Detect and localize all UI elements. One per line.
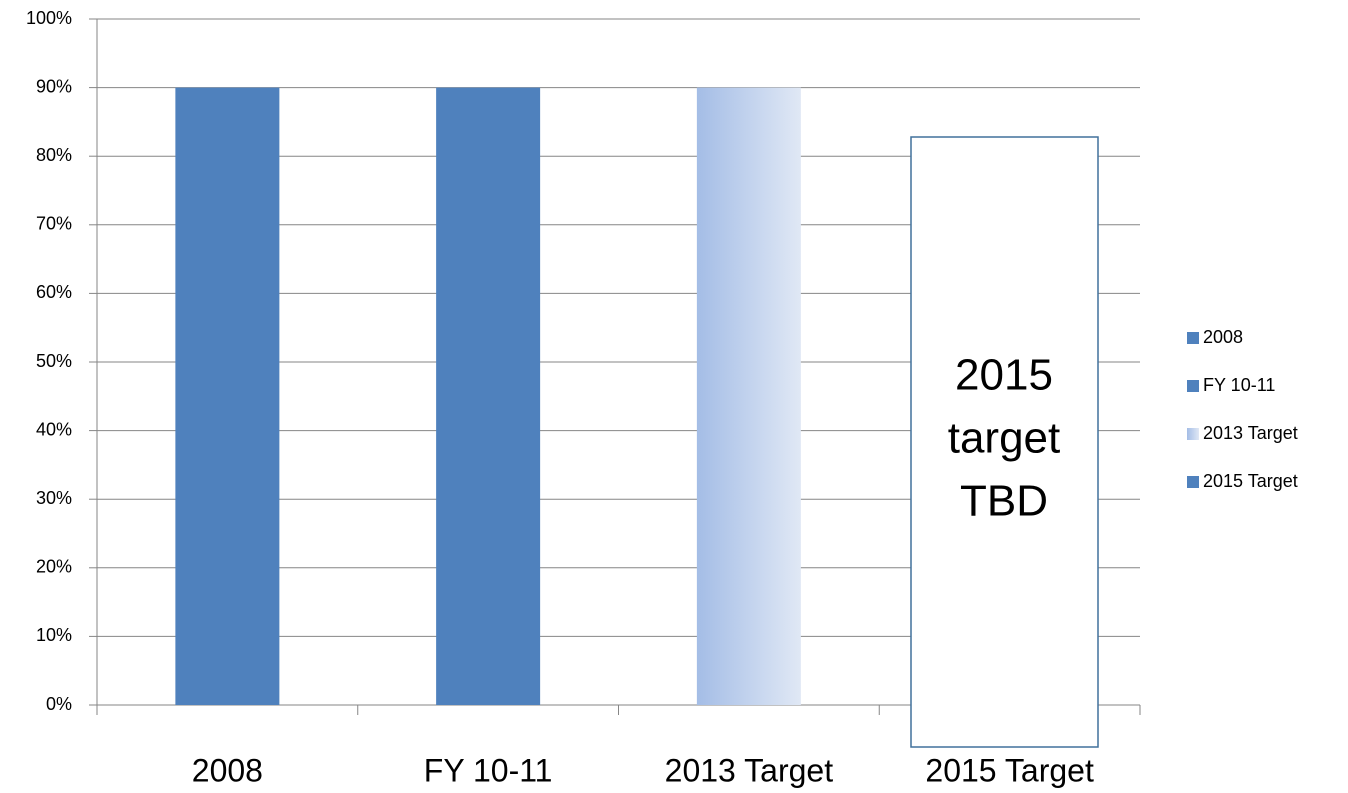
x-tick-label: FY 10-11	[424, 752, 553, 788]
legend-swatch	[1187, 428, 1199, 440]
y-tick-label: 0%	[46, 694, 72, 714]
x-tick-label: 2013 Target	[665, 752, 834, 788]
bar	[175, 87, 280, 706]
annotation-text: TBD	[960, 477, 1048, 526]
y-tick-label: 60%	[36, 282, 72, 302]
legend-swatch	[1187, 380, 1199, 392]
y-tick-label: 70%	[36, 214, 72, 234]
x-tick-label: 2008	[192, 752, 263, 788]
annotation-text: 2015	[955, 351, 1053, 400]
x-tick-label: 2015 Target	[925, 752, 1094, 788]
bar	[436, 87, 541, 706]
legend-swatch	[1187, 476, 1199, 488]
legend-label: 2013 Target	[1203, 423, 1298, 443]
legend-swatch	[1187, 332, 1199, 344]
y-tick-label: 50%	[36, 351, 72, 371]
y-tick-label: 20%	[36, 557, 72, 577]
y-tick-label: 10%	[36, 625, 72, 645]
bar	[696, 87, 801, 706]
annotation-box	[910, 136, 1099, 748]
y-tick-label: 100%	[26, 8, 72, 28]
y-tick-label: 80%	[36, 145, 72, 165]
annotation-text: target	[948, 414, 1061, 463]
y-tick-label: 90%	[36, 76, 72, 96]
legend-label: 2008	[1203, 327, 1243, 347]
y-tick-label: 40%	[36, 419, 72, 439]
legend-label: FY 10-11	[1203, 375, 1275, 395]
y-tick-label: 30%	[36, 488, 72, 508]
legend-label: 2015 Target	[1203, 471, 1298, 491]
